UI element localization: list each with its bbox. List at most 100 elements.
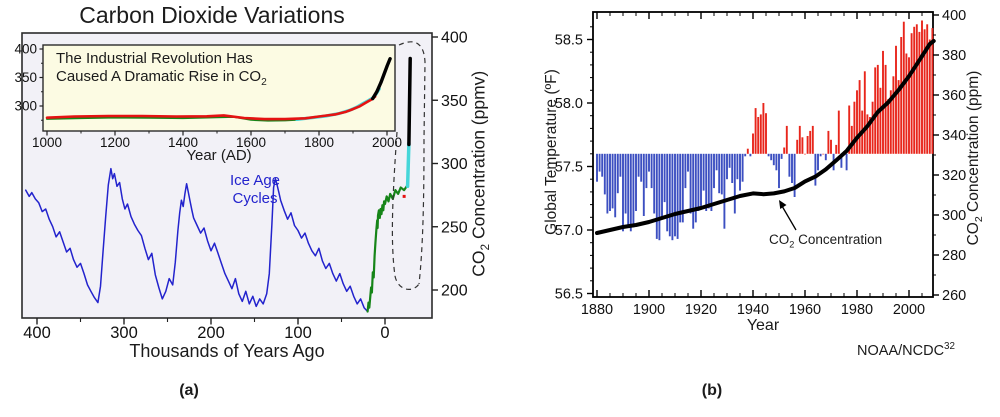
temp-bar [905,53,908,154]
tick-label: 56.5 [555,287,583,303]
panel-a-caption: (a) [179,382,199,399]
temp-bar [746,148,749,154]
tick-label: 1400 [168,135,198,150]
temp-bar [650,153,653,189]
temp-bar [720,153,723,195]
tick-label: 300 [14,99,37,114]
tick-label: 2000 [893,302,925,318]
temp-bar [687,153,689,172]
temp-bar [684,153,687,189]
tick-label: 1920 [685,302,717,318]
tick-label: 58.0 [555,96,583,112]
inset-green [45,115,298,122]
recent-rise-cyan [405,141,411,189]
temp-bar [884,64,887,154]
panel-b-x-axis-label: Year [746,317,780,334]
temp-bar [710,153,713,211]
temp-bar [705,153,708,211]
temp-bar [835,144,838,154]
temp-bar [616,153,619,194]
tick-label: 300 [110,324,138,342]
tick-label: 1900 [633,302,665,318]
temp-bar [679,153,682,223]
temp-bar [848,105,851,154]
temp-bar [856,90,858,154]
temp-bar [866,114,869,154]
temp-bar [749,153,752,157]
temp-bar [762,103,765,154]
temp-bar [622,153,624,232]
tick-label: 1960 [789,302,821,318]
temp-bar [707,153,710,209]
temp-bar [674,153,676,237]
temp-bar [754,108,757,154]
temp-bar [601,153,604,177]
temp-bar [918,31,921,154]
temp-bar [926,24,929,154]
tick-label: 1200 [100,135,130,150]
inset-note-line2: Caused A Dramatic Rise in CO2 [56,67,267,88]
temp-bar [879,87,882,154]
temp-bar [666,153,669,232]
temp-bar [676,153,679,239]
temp-bar [655,153,658,239]
temp-bar [871,101,874,154]
temp-bar [739,153,741,191]
temp-bar [772,153,775,166]
temp-bar [637,153,640,177]
temp-bar [645,153,648,189]
temp-bar [767,153,770,157]
temp-bar [811,125,814,154]
temp-bar [791,153,793,183]
temp-bar [902,21,905,154]
temp-bar [692,153,695,229]
tick-label: 100 [284,324,312,342]
temp-bar [668,153,671,237]
temp-bar [863,71,866,154]
temp-bar [757,117,760,154]
temp-bar [887,99,890,154]
panel-b-right-axis-label: CO2 Concentration (ppm) [964,70,986,246]
tick-label: 1880 [581,302,613,318]
temp-bar [895,45,897,154]
tick-label: 0 [380,324,389,342]
temp-bar [606,153,609,214]
temp-bar [928,39,931,154]
annotation-arrow [781,205,797,231]
temp-bar [731,153,734,183]
temp-bar [931,28,934,154]
panel-b-left-axis-label: Global Temperature (ºF) [543,69,560,235]
tick-label: 57.5 [555,160,583,176]
temp-bar [822,153,825,155]
temp-bar [837,110,840,154]
temp-bar [611,153,614,209]
tick-label: 280 [942,248,966,264]
temp-bar [759,114,762,154]
tick-label: 350 [441,93,468,110]
tick-label: 1980 [841,302,873,318]
temp-bar [806,136,809,154]
temp-bar [814,153,817,186]
temp-bar [624,153,627,214]
temp-bar [801,137,804,154]
tick-label: 400 [14,42,37,57]
tick-label: 1940 [737,302,769,318]
tick-label: 2000 [372,135,402,150]
temp-bar [765,113,767,154]
temp-bar [661,153,663,218]
inset-black [371,57,392,101]
temp-bar [614,153,617,218]
temp-bar [882,50,884,154]
tick-label: 380 [942,48,966,64]
temp-bar [780,153,783,159]
recent-marker-red [402,194,406,198]
panel-b-caption: (b) [701,382,723,399]
temp-bar [681,153,684,223]
temp-bar [736,153,739,180]
tick-label: 260 [942,288,966,304]
tick-label: 340 [942,128,966,144]
temp-bar [627,153,630,225]
temp-bar [715,153,718,171]
